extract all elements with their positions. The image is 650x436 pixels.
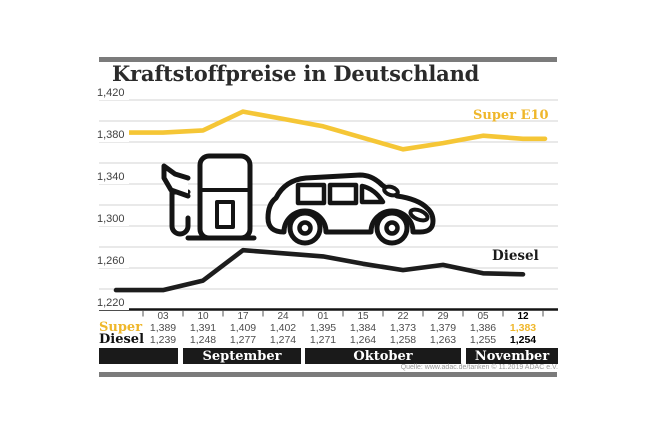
- fuel-pump-icon: [161, 153, 257, 241]
- diesel-line: [113, 247, 526, 293]
- date-cell: 22: [397, 311, 409, 322]
- date-cell: 29: [437, 311, 449, 322]
- super-val-cell: 1,383: [509, 322, 537, 334]
- page-title: Kraftstoffpreise in Deutschland: [112, 61, 480, 86]
- diesel-series-label: Diesel: [492, 248, 539, 264]
- y-tick-label: 1,380: [97, 129, 129, 142]
- diesel-val-cell: 1,271: [309, 334, 337, 346]
- super-val-cell: 1,409: [229, 322, 257, 334]
- month-bar-november: November: [466, 348, 558, 364]
- diesel-val-cell: 1,264: [349, 334, 377, 346]
- super-val-cell: 1,391: [189, 322, 217, 334]
- date-cell: 17: [237, 311, 249, 322]
- super-val-cell: 1,386: [469, 322, 497, 334]
- y-tick-label: 1,260: [97, 255, 129, 268]
- super-val-cell: 1,384: [349, 322, 377, 334]
- super-val-cell: 1,395: [309, 322, 337, 334]
- diesel-val-cell: 1,248: [189, 334, 217, 346]
- diesel-row-label: Diesel: [99, 332, 145, 347]
- diesel-val-cell: 1,255: [469, 334, 497, 346]
- super-e10-line: [113, 109, 548, 152]
- date-cell: 03: [157, 311, 169, 322]
- diesel-val-cell: 1,254: [509, 334, 537, 346]
- diesel-val-cell: 1,239: [149, 334, 177, 346]
- super-val-cell: 1,373: [389, 322, 417, 334]
- y-tick-label: 1,300: [97, 213, 129, 226]
- diesel-val-cell: 1,263: [429, 334, 457, 346]
- super-val-cell: 1,402: [269, 322, 297, 334]
- source-note: Quelle: www.adac.de/tanken © 11.2019 ADA…: [400, 364, 558, 371]
- month-bar-september: September: [183, 348, 301, 364]
- top-divider-bar: [99, 57, 557, 62]
- y-tick-label: 1,420: [97, 87, 129, 100]
- super-val-cell: 1,379: [429, 322, 457, 334]
- diesel-val-cell: 1,274: [269, 334, 297, 346]
- super-row-label: Super: [99, 320, 143, 335]
- super-val-cell: 1,389: [149, 322, 177, 334]
- diesel-val-cell: 1,258: [389, 334, 417, 346]
- date-cell: 05: [477, 311, 489, 322]
- diesel-val-cell: 1,277: [229, 334, 257, 346]
- date-cell: 12: [517, 311, 529, 322]
- super-e10-series-label: Super E10: [473, 108, 549, 123]
- date-cell: 24: [277, 311, 289, 322]
- y-tick-label: 1,220: [97, 297, 129, 310]
- month-bar-oktober: Oktober: [305, 348, 461, 364]
- car-icon: [265, 172, 436, 246]
- y-tick-label: 1,340: [97, 171, 129, 184]
- month-bar-blank: [99, 348, 178, 364]
- date-cell: 10: [197, 311, 209, 322]
- date-cell: 01: [317, 311, 329, 322]
- date-cell: 15: [357, 311, 369, 322]
- bottom-divider-bar: [99, 372, 557, 377]
